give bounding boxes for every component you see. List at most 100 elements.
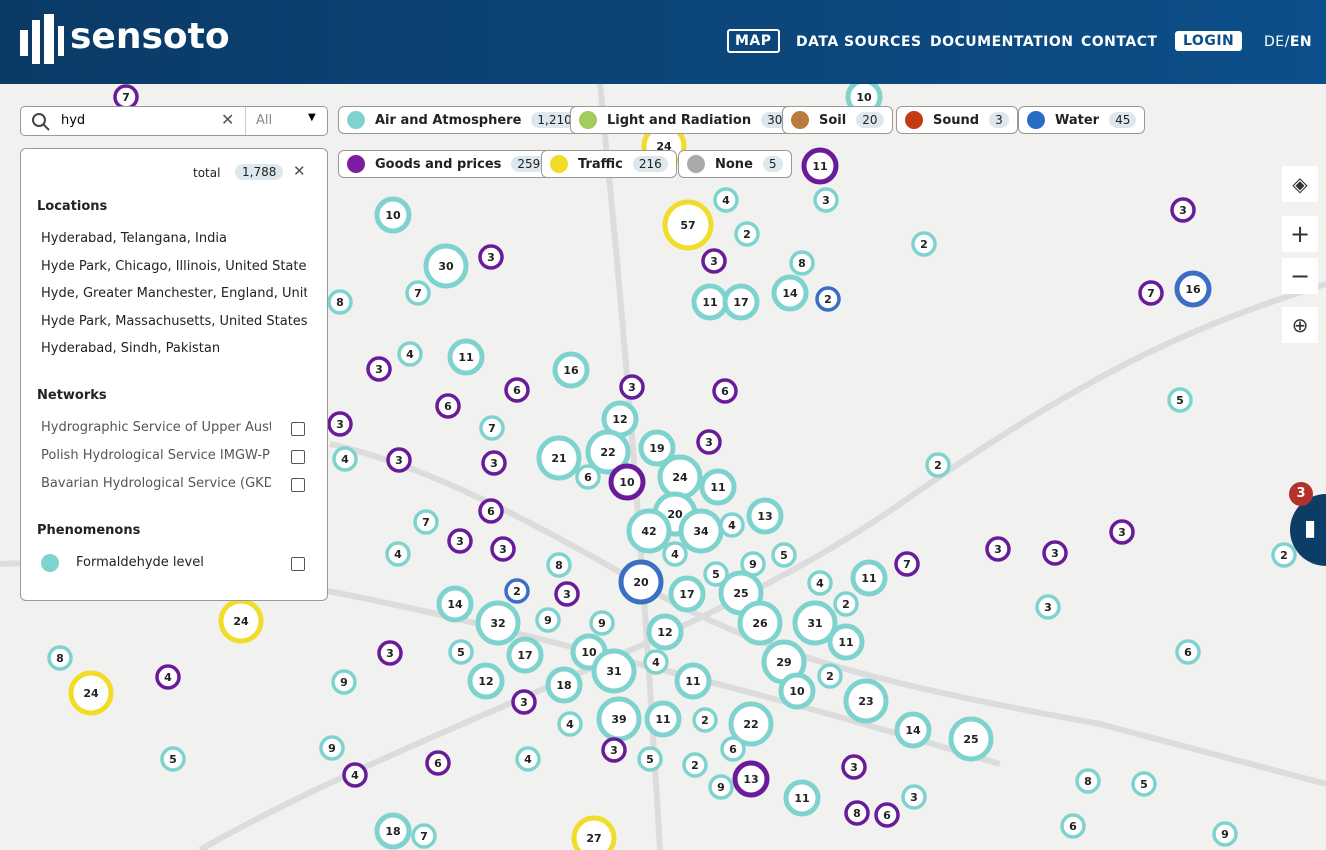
cluster[interactable]: 7 — [481, 417, 503, 439]
cluster[interactable]: 9 — [321, 737, 343, 759]
cluster[interactable]: 3 — [621, 376, 643, 398]
location-item[interactable]: Hyderabad, Telangana, India — [41, 231, 307, 246]
location-item[interactable]: Hyde, Greater Manchester, England, Unite… — [41, 286, 307, 301]
cluster[interactable]: 8 — [846, 802, 868, 824]
cluster[interactable]: 3 — [1044, 542, 1066, 564]
cluster[interactable]: 25 — [951, 719, 991, 759]
cluster[interactable]: 3 — [843, 756, 865, 778]
cluster[interactable]: 2 — [694, 709, 716, 731]
cluster[interactable]: 3 — [1111, 521, 1133, 543]
cluster[interactable]: 12 — [649, 616, 681, 648]
cluster[interactable]: 4 — [157, 666, 179, 688]
cluster[interactable]: 3 — [480, 246, 502, 268]
cluster[interactable]: 16 — [555, 354, 587, 386]
logo[interactable]: sensoto — [70, 16, 230, 57]
cluster[interactable]: 3 — [329, 413, 351, 435]
checkbox[interactable] — [291, 422, 305, 436]
cluster[interactable]: 3 — [698, 431, 720, 453]
nav-map[interactable]: MAP — [727, 29, 780, 53]
cluster[interactable]: 10 — [781, 675, 813, 707]
cluster[interactable]: 39 — [599, 699, 639, 739]
cluster[interactable]: 3 — [379, 642, 401, 664]
cluster[interactable]: 11 — [450, 341, 482, 373]
scope-select[interactable]: All▼ — [245, 107, 328, 135]
cluster[interactable]: 6 — [714, 380, 736, 402]
cluster[interactable]: 3 — [449, 530, 471, 552]
cluster[interactable]: 4 — [517, 748, 539, 770]
cluster[interactable]: 20 — [621, 562, 661, 602]
cluster[interactable]: 6 — [437, 395, 459, 417]
cluster[interactable]: 4 — [559, 713, 581, 735]
filter-chip[interactable]: Light and Radiation30 — [570, 106, 797, 134]
cluster[interactable]: 18 — [548, 669, 580, 701]
filter-chip[interactable]: Soil20 — [782, 106, 893, 134]
cluster[interactable]: 2 — [506, 580, 528, 602]
checkbox[interactable] — [291, 557, 305, 571]
nav-contact[interactable]: CONTACT — [1081, 34, 1158, 50]
cluster[interactable]: 6 — [427, 752, 449, 774]
cluster[interactable]: 24 — [660, 457, 700, 497]
cluster[interactable]: 7 — [115, 86, 137, 108]
cluster[interactable]: 2 — [684, 754, 706, 776]
cluster[interactable]: 11 — [830, 626, 862, 658]
cluster[interactable]: 7 — [896, 553, 918, 575]
cluster[interactable]: 10 — [611, 466, 643, 498]
cluster[interactable]: 10 — [377, 199, 409, 231]
cluster[interactable]: 2 — [1273, 544, 1295, 566]
cluster[interactable]: 3 — [556, 583, 578, 605]
cluster[interactable]: 17 — [509, 639, 541, 671]
cluster[interactable]: 6 — [876, 804, 898, 826]
cluster[interactable]: 3 — [388, 449, 410, 471]
network-item[interactable]: Polish Hydrological Service IMGW-PI… — [41, 448, 271, 463]
cluster[interactable]: 31 — [594, 651, 634, 691]
cluster[interactable]: 4 — [715, 189, 737, 211]
cluster[interactable]: 11 — [677, 665, 709, 697]
cluster[interactable]: 8 — [329, 291, 351, 313]
cluster[interactable]: 3 — [368, 358, 390, 380]
cluster[interactable]: 4 — [387, 543, 409, 565]
cluster[interactable]: 2 — [835, 593, 857, 615]
cluster[interactable]: 30 — [426, 246, 466, 286]
locate-button[interactable]: ⊕ — [1282, 307, 1318, 343]
cluster[interactable]: 6 — [722, 738, 744, 760]
cluster[interactable]: 23 — [846, 681, 886, 721]
location-item[interactable]: Hyde Park, Chicago, Illinois, United Sta… — [41, 259, 307, 274]
cluster[interactable]: 8 — [548, 554, 570, 576]
cluster[interactable]: 9 — [537, 609, 559, 631]
cluster[interactable]: 6 — [1177, 641, 1199, 663]
cluster[interactable]: 27 — [574, 818, 614, 850]
cluster[interactable]: 7 — [1140, 282, 1162, 304]
cluster[interactable]: 14 — [774, 277, 806, 309]
cluster[interactable]: 9 — [591, 612, 613, 634]
cluster[interactable]: 3 — [1172, 199, 1194, 221]
cluster[interactable]: 18 — [377, 815, 409, 847]
cluster[interactable]: 5 — [162, 748, 184, 770]
checkbox[interactable] — [291, 450, 305, 464]
layers-button[interactable]: ◈ — [1282, 166, 1318, 202]
cluster[interactable]: 7 — [413, 825, 435, 847]
cluster[interactable]: 5 — [1169, 389, 1191, 411]
clear-search[interactable]: ✕ — [221, 110, 234, 129]
network-item[interactable]: Bavarian Hydrological Service (GKD) -… — [41, 476, 271, 491]
cluster[interactable]: 13 — [749, 500, 781, 532]
network-item[interactable]: Hydrographic Service of Upper Austri… — [41, 420, 271, 435]
cluster[interactable]: 34 — [681, 511, 721, 551]
cluster[interactable]: 6 — [1062, 815, 1084, 837]
cluster[interactable]: 11 — [804, 150, 836, 182]
cluster[interactable]: 14 — [439, 588, 471, 620]
filter-chip[interactable]: Water45 — [1018, 106, 1145, 134]
zoom-in[interactable]: + — [1282, 216, 1318, 252]
filter-chip[interactable]: Air and Atmosphere1,210 — [338, 106, 587, 134]
cluster[interactable]: 4 — [721, 514, 743, 536]
cluster[interactable]: 5 — [773, 544, 795, 566]
phenomenon-item[interactable]: Formaldehyde level — [76, 555, 276, 570]
cluster[interactable]: 42 — [629, 511, 669, 551]
lang-en[interactable]: EN — [1290, 34, 1312, 50]
cluster[interactable]: 9 — [710, 776, 732, 798]
cluster[interactable]: 3 — [1037, 596, 1059, 618]
location-item[interactable]: Hyderabad, Sindh, Pakistan — [41, 341, 307, 356]
cluster[interactable]: 5 — [639, 748, 661, 770]
search-input[interactable]: hyd — [61, 113, 85, 128]
cluster[interactable]: 13 — [735, 763, 767, 795]
cluster[interactable]: 7 — [407, 282, 429, 304]
